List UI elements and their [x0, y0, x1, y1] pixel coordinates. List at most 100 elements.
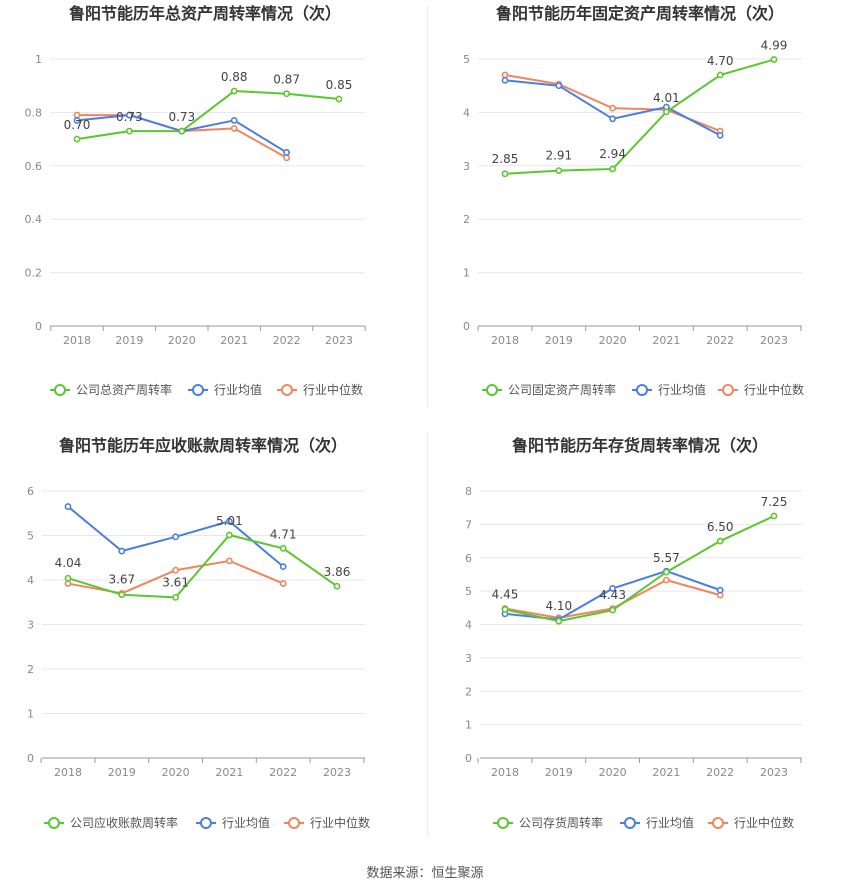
data-point-avg: [279, 563, 287, 571]
data-label: 2.94: [599, 147, 626, 161]
chart-panel-2: 鲁阳节能历年固定资产周转率情况（次） 0 1 2 3 4 5 2018 2019 2020 2021…: [463, 4, 804, 397]
data-point-avg: [501, 76, 509, 84]
x-tick-label: 2021: [652, 334, 680, 347]
x-tick-label: 2021: [215, 766, 243, 779]
data-point-company: [333, 582, 341, 590]
chart-panel-1: 鲁阳节能历年总资产周转率情况（次） 0 0.2 0.4 0.6 0.8 1 2018 2019 2…: [25, 4, 366, 397]
data-label: 0.73: [116, 110, 143, 124]
y-tick-label: 0: [35, 320, 42, 333]
y-tick-label: 1: [35, 53, 42, 66]
legend-label: 行业均值: [658, 382, 706, 397]
legend-item-median[interactable]: 行业中位数: [284, 815, 370, 830]
legend-marker: [624, 817, 636, 829]
legend-label: 行业中位数: [310, 815, 370, 830]
y-tick-label: 4: [463, 106, 470, 119]
legend-item-company[interactable]: 公司存货周转率: [493, 815, 603, 830]
legend-label: 行业中位数: [744, 382, 804, 397]
data-label: 0.87: [273, 73, 300, 87]
x-tick-label: 2019: [108, 766, 136, 779]
chart-panel-4: 鲁阳节能历年存货周转率情况（次） 0 1 2 3 4 5 6 7 8 2018 2019 2020 202…: [465, 436, 802, 830]
data-point-median: [225, 557, 233, 565]
data-label: 4.43: [599, 588, 626, 602]
y-tick-label: 2: [465, 685, 472, 698]
data-point-company: [230, 87, 238, 95]
x-tick-label: 2020: [599, 334, 627, 347]
data-label: 4.71: [270, 527, 297, 541]
y-tick-label: 0.4: [25, 213, 43, 226]
data-label: 5.01: [216, 514, 243, 528]
data-point-median: [279, 580, 287, 587]
data-point-company: [73, 135, 81, 143]
legend-item-company[interactable]: 公司应收账款周转率: [44, 815, 178, 830]
legend-item-median[interactable]: 行业中位数: [708, 815, 794, 830]
legend-label: 行业中位数: [303, 382, 363, 397]
y-tick-label: 5: [27, 530, 34, 543]
y-tick-label: 2: [27, 663, 34, 676]
x-tick-label: 2018: [63, 334, 91, 347]
y-tick-label: 3: [27, 619, 34, 632]
data-label: 0.88: [221, 70, 248, 84]
data-point-avg: [716, 586, 724, 594]
legend-marker: [712, 817, 724, 829]
y-tick-label: 1: [463, 267, 470, 280]
y-tick-label: 3: [463, 160, 470, 173]
data-label: 6.50: [707, 520, 734, 534]
x-tick-label: 2023: [323, 766, 351, 779]
series-line-company: [504, 515, 775, 623]
vertical-divider-top: [427, 5, 428, 407]
chart-title: 鲁阳节能历年应收账款周转率情况（次）: [58, 436, 347, 455]
y-tick-label: 0: [27, 752, 34, 765]
data-point-median: [501, 71, 509, 79]
legend-item-avg[interactable]: 行业均值: [196, 815, 270, 830]
series-line-company: [76, 90, 340, 141]
legend-item-company[interactable]: 公司固定资产周转率: [482, 382, 616, 397]
data-label: 0.73: [168, 110, 195, 124]
y-tick-label: 6: [27, 485, 34, 498]
legend-label: 公司应收账款周转率: [70, 815, 178, 830]
data-label: 5.57: [653, 551, 680, 565]
data-label: 2.91: [545, 149, 572, 163]
x-tick-label: 2018: [491, 766, 519, 779]
x-tick-label: 2020: [162, 766, 190, 779]
data-point-avg: [609, 585, 616, 592]
data-label: 4.04: [55, 556, 82, 570]
data-point-company: [64, 574, 72, 582]
data-point-avg: [609, 115, 616, 123]
legend-marker: [281, 384, 293, 396]
data-point-avg: [230, 117, 238, 124]
data-point-company: [770, 512, 778, 520]
data-point-company: [283, 90, 290, 98]
x-tick-label: 2021: [652, 766, 680, 779]
data-point-median: [609, 104, 616, 112]
data-label: 7.25: [761, 495, 788, 509]
y-tick-label: 6: [465, 552, 472, 565]
data-point-median: [230, 125, 238, 132]
legend-label: 行业中位数: [734, 815, 794, 830]
legend-marker: [486, 384, 498, 396]
data-point-company: [335, 95, 343, 103]
data-point-median: [283, 154, 290, 162]
data-label: 3.86: [324, 565, 351, 579]
x-tick-label: 2020: [168, 334, 196, 347]
data-label: 0.70: [64, 118, 91, 132]
legend-item-median[interactable]: 行业中位数: [277, 382, 363, 397]
data-point-median: [172, 566, 179, 574]
series-line-company: [67, 533, 338, 599]
data-point-company: [501, 606, 509, 613]
x-tick-label: 2018: [491, 334, 519, 347]
legend-item-avg[interactable]: 行业均值: [632, 382, 706, 397]
data-point-avg: [555, 82, 563, 90]
x-tick-label: 2019: [115, 334, 143, 347]
chart-title: 鲁阳节能历年总资产周转率情况（次）: [68, 4, 341, 23]
data-point-median: [64, 580, 72, 587]
legend-item-company[interactable]: 公司总资产周转率: [50, 382, 172, 397]
legend-label: 行业均值: [646, 815, 694, 830]
legend-item-avg[interactable]: 行业均值: [188, 382, 262, 397]
data-label: 3.61: [162, 575, 189, 589]
legend-item-median[interactable]: 行业中位数: [718, 382, 804, 397]
legend-item-avg[interactable]: 行业均值: [620, 815, 694, 830]
data-point-company: [118, 591, 126, 599]
x-tick-label: 2019: [545, 334, 573, 347]
data-point-avg: [118, 547, 126, 555]
